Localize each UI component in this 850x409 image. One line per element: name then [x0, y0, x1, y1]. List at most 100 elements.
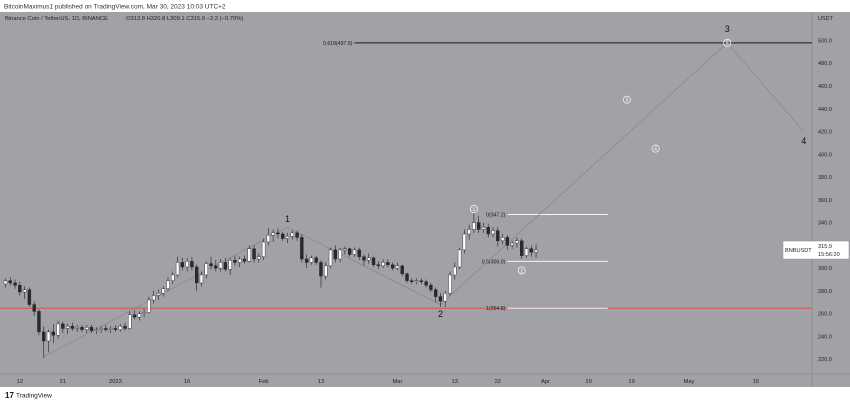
candle-body — [223, 262, 228, 270]
symbol-text: Binance Coin / TetherUS, 1D, BINANCE — [5, 16, 108, 22]
candle-body — [51, 331, 55, 336]
candle — [304, 254, 309, 269]
candle — [13, 279, 17, 289]
candle-body — [151, 295, 156, 301]
time-tick-label: 16 — [184, 379, 190, 385]
candle — [128, 311, 132, 330]
price-ticks-layer: 220.0240.0260.0280.0300.0320.0340.0360.0… — [818, 38, 832, 363]
price-axis-unit: USDT — [818, 16, 834, 22]
current-price-countdown: 15:56:20 — [818, 252, 840, 258]
price-tick-label: 300.0 — [818, 266, 832, 272]
candle — [429, 282, 433, 293]
candle-body — [209, 263, 213, 267]
time-tick-label: 13 — [452, 379, 458, 385]
candle-body — [266, 234, 271, 243]
candle-body — [281, 233, 285, 239]
time-tick-label: 15 — [753, 379, 759, 385]
candle-body — [362, 256, 366, 261]
candle — [433, 287, 438, 303]
candle — [285, 232, 290, 244]
candle-body — [304, 258, 309, 263]
candle — [295, 230, 299, 241]
candle-body — [37, 311, 41, 333]
candle — [27, 287, 32, 307]
candle — [61, 321, 65, 334]
candle — [108, 326, 113, 334]
candle — [37, 309, 41, 336]
price-tick-label: 280.0 — [818, 289, 832, 295]
tradingview-footer[interactable]: 17 TradingView — [5, 391, 52, 400]
price-axis-panel — [812, 12, 850, 374]
candle-body — [228, 259, 232, 270]
price-tick-label: 440.0 — [818, 107, 832, 113]
candle-body — [410, 280, 414, 282]
candle — [357, 247, 361, 261]
candle — [371, 256, 376, 267]
candle-body — [22, 289, 27, 293]
candle-body — [453, 266, 457, 276]
time-tick-label: 21 — [60, 379, 66, 385]
candle-body — [324, 265, 328, 277]
candle-body — [309, 257, 314, 263]
candle — [381, 259, 385, 269]
candle-body — [524, 248, 529, 256]
candle — [214, 260, 218, 272]
candle — [51, 323, 55, 344]
price-tick-label: 340.0 — [818, 221, 832, 227]
candle-body — [300, 237, 304, 260]
candle-body — [13, 282, 17, 286]
price-tick-label: 400.0 — [818, 152, 832, 158]
time-tick-label: 13 — [318, 379, 324, 385]
candle — [166, 277, 170, 291]
candle — [195, 264, 199, 291]
time-tick-label: 10 — [585, 379, 591, 385]
candle-body — [347, 248, 352, 255]
candle-body — [433, 289, 438, 297]
candle-body — [295, 232, 299, 238]
minor-wave-number: 4 — [654, 147, 657, 153]
candle-body — [94, 329, 98, 331]
candle-body — [515, 240, 519, 244]
price-tick-label: 380.0 — [818, 175, 832, 181]
candle-body — [113, 328, 118, 330]
candle-body — [472, 222, 476, 230]
candle-body — [233, 259, 237, 263]
candle — [524, 246, 529, 258]
minor-wave-label: 2 — [517, 266, 526, 275]
candle-body — [357, 249, 361, 257]
candle — [142, 309, 146, 318]
candle-body — [238, 258, 242, 263]
candle-body — [276, 232, 280, 235]
candle-body — [180, 262, 185, 268]
candle — [534, 244, 538, 258]
candle — [419, 278, 424, 285]
minor-wave-label: 1 — [469, 204, 478, 213]
candle — [228, 257, 232, 275]
candle — [56, 320, 60, 339]
time-tick-label: 12 — [17, 379, 23, 385]
time-tick-label: 2023 — [109, 379, 122, 385]
ohlc-readout: O313.8 H320.8 L309.1 C315.9 −2.2 (−0.70%… — [126, 16, 243, 22]
candle-body — [510, 242, 514, 246]
candle-body — [529, 248, 533, 253]
candle — [276, 228, 280, 239]
candle — [171, 271, 175, 285]
candle — [104, 325, 108, 332]
candle-body — [56, 323, 60, 336]
candle-body — [70, 325, 75, 329]
candle — [151, 290, 156, 304]
tradingview-brand: TradingView — [16, 393, 52, 400]
candle — [185, 257, 189, 272]
candle — [8, 277, 12, 286]
candle-body — [534, 249, 538, 253]
candle — [457, 247, 462, 270]
candle — [238, 256, 242, 267]
candle — [118, 323, 122, 332]
candle-body — [285, 236, 290, 239]
candle-body — [128, 314, 132, 329]
candle — [462, 229, 467, 254]
plot-area[interactable] — [0, 12, 812, 374]
candle — [491, 227, 495, 238]
